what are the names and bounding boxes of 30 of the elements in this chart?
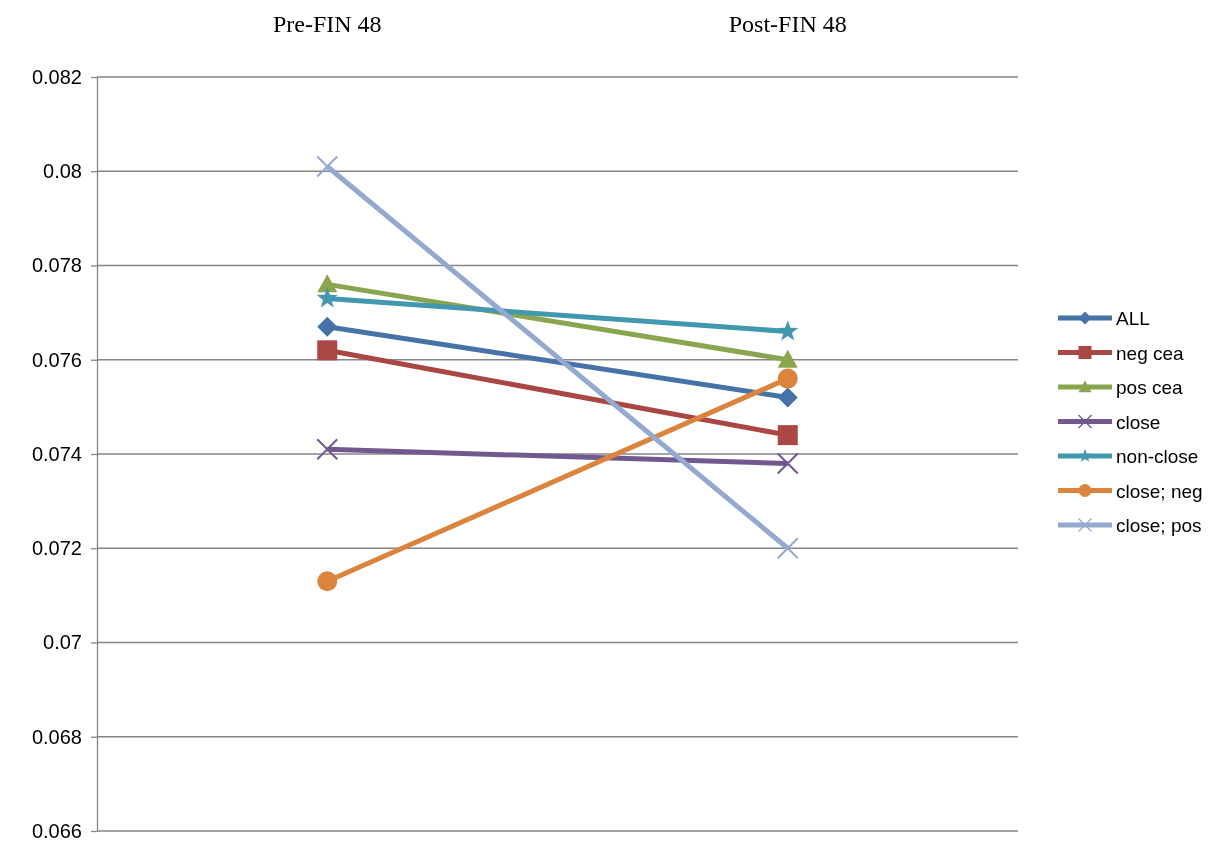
point: [317, 340, 338, 361]
point: [317, 316, 338, 337]
legend-label: close; pos: [1116, 515, 1202, 536]
point: [317, 571, 338, 592]
y-tick-label: 0.068: [31, 725, 82, 748]
legend-label: ALL: [1116, 308, 1150, 329]
legend-label: pos cea: [1116, 377, 1183, 398]
y-tick-label: 0.08: [43, 160, 82, 183]
point: [316, 287, 338, 308]
legend-label: close: [1116, 411, 1161, 433]
x-tick-label: Post-FIN 48: [728, 11, 847, 37]
point: [316, 155, 339, 178]
x-tick-label: Pre-FIN 48: [272, 11, 382, 37]
legend-label: neg cea: [1116, 342, 1185, 364]
point: [776, 537, 799, 560]
y-tick-label: 0.082: [31, 65, 82, 88]
point: [777, 320, 799, 341]
point: [777, 425, 798, 446]
y-tick-label: 0.078: [31, 254, 82, 277]
legend-label: non-close: [1116, 446, 1199, 467]
y-tick-label: 0.072: [31, 537, 82, 560]
y-tick-label: 0.066: [31, 819, 82, 842]
point: [316, 438, 339, 461]
y-tick-label: 0.076: [31, 348, 82, 371]
y-tick-label: 0.074: [31, 442, 82, 465]
y-tick-label: 0.07: [43, 631, 82, 654]
point: [776, 452, 799, 475]
point: [777, 387, 798, 408]
point: [777, 368, 798, 389]
legend-label: close; neg: [1116, 480, 1203, 502]
